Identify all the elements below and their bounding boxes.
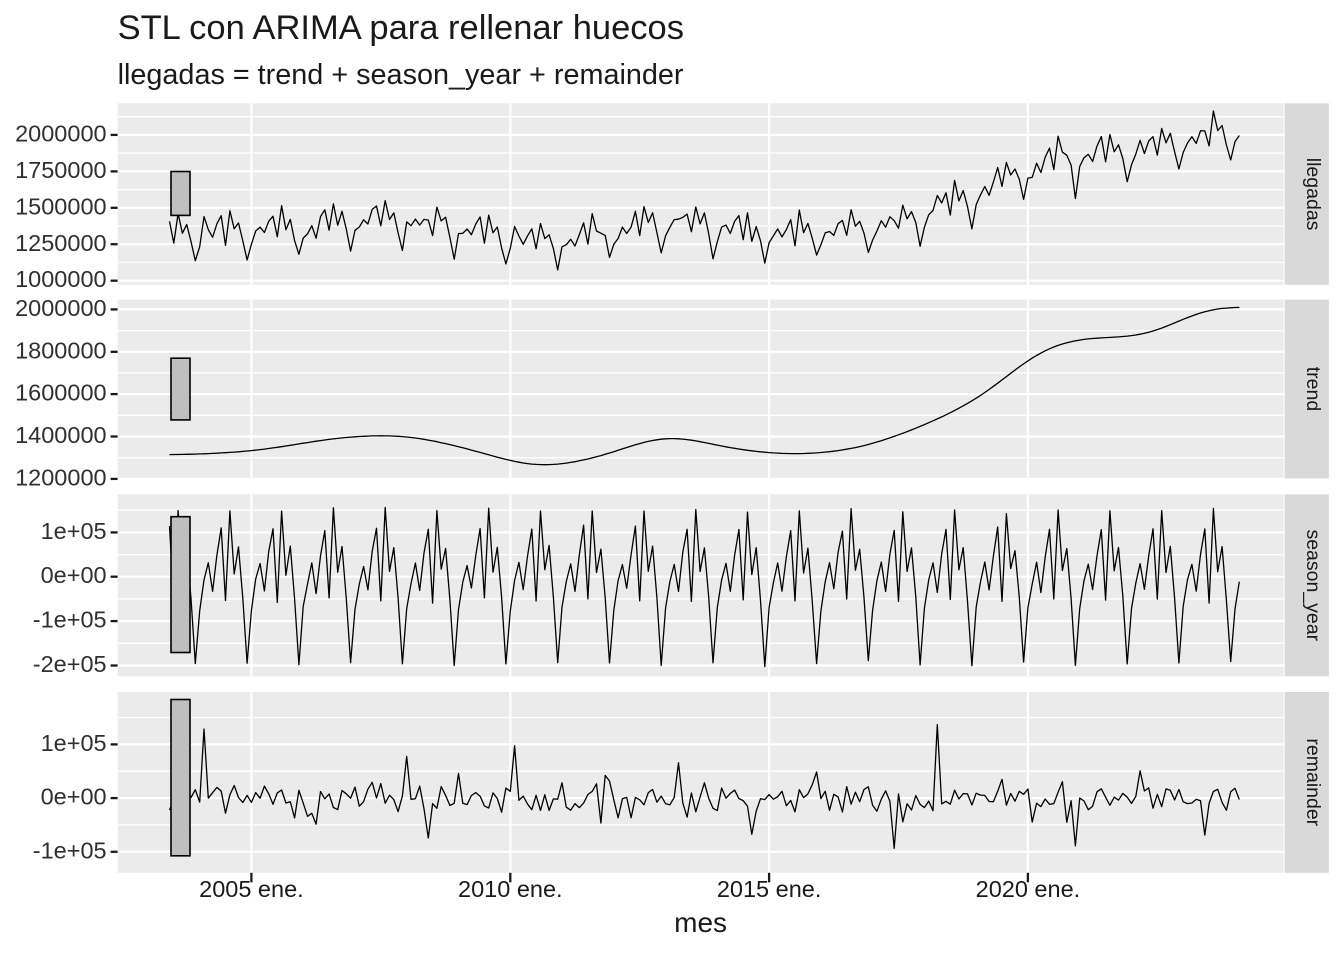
svg-text:2000000: 2000000 (15, 295, 107, 321)
svg-text:-1e+05: -1e+05 (33, 607, 107, 633)
svg-text:-1e+05: -1e+05 (33, 837, 107, 863)
svg-text:2005 ene.: 2005 ene. (199, 876, 304, 902)
svg-text:0e+00: 0e+00 (41, 784, 107, 810)
svg-text:1250000: 1250000 (15, 230, 107, 256)
svg-text:1750000: 1750000 (15, 157, 107, 183)
svg-text:-2e+05: -2e+05 (33, 651, 107, 677)
svg-text:2000000: 2000000 (15, 120, 107, 146)
svg-text:season_year: season_year (1302, 529, 1324, 641)
svg-text:1400000: 1400000 (15, 422, 107, 448)
svg-text:1500000: 1500000 (15, 193, 107, 219)
svg-text:1800000: 1800000 (15, 337, 107, 363)
svg-text:1600000: 1600000 (15, 380, 107, 406)
svg-text:1e+05: 1e+05 (41, 730, 107, 756)
svg-text:0e+00: 0e+00 (41, 562, 107, 588)
svg-text:2010 ene.: 2010 ene. (458, 876, 563, 902)
svg-text:2015 ene.: 2015 ene. (717, 876, 822, 902)
svg-text:llegadas: llegadas (1302, 158, 1324, 231)
svg-text:remainder: remainder (1302, 738, 1324, 826)
svg-text:trend: trend (1302, 367, 1324, 411)
svg-text:1e+05: 1e+05 (41, 518, 107, 544)
svg-text:mes: mes (674, 907, 727, 938)
svg-text:2020 ene.: 2020 ene. (976, 876, 1081, 902)
svg-text:1000000: 1000000 (15, 266, 107, 292)
svg-text:1200000: 1200000 (15, 464, 107, 490)
